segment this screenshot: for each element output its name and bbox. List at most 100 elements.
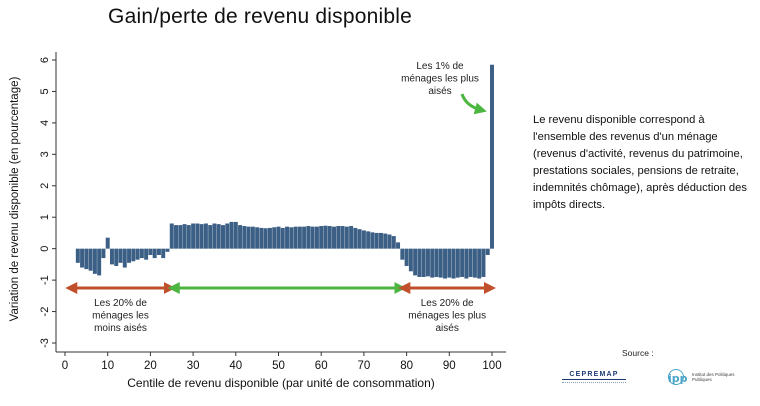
bar-98: [481, 248, 486, 277]
y-tick-label: 1: [39, 214, 51, 220]
x-tick-label: 0: [62, 360, 68, 372]
bar-94: [464, 248, 469, 279]
y-axis-label: Variation de revenu disponible (en pourc…: [9, 77, 21, 322]
x-tick-label: 100: [482, 360, 501, 372]
bar-43: [246, 226, 251, 249]
bar-30: [191, 223, 196, 249]
bar-10: [105, 237, 110, 249]
y-tick-label: 6: [39, 57, 51, 63]
bar-67: [349, 226, 354, 249]
x-tick-label: 60: [315, 360, 328, 372]
y-tick-label: 0: [39, 246, 51, 252]
bar-50: [276, 226, 281, 249]
bar-18: [139, 248, 144, 259]
bar-11: [109, 248, 114, 265]
bar-28: [182, 224, 187, 249]
bar-8: [97, 248, 102, 276]
bar-72: [370, 232, 375, 249]
bar-33: [203, 223, 208, 249]
bar-93: [460, 248, 465, 277]
bar-14: [122, 248, 127, 268]
bar-79: [400, 248, 405, 260]
bar-69: [357, 229, 362, 249]
bar-68: [353, 227, 358, 249]
bar-27: [178, 225, 183, 249]
bar-97: [477, 248, 482, 279]
bar-15: [127, 248, 132, 263]
bar-51: [280, 227, 285, 249]
x-tick-label: 10: [101, 360, 114, 372]
bar-37: [221, 225, 225, 249]
y-tick-label: 5: [39, 88, 51, 94]
x-axis-label: Centile de revenu disponible (par unité …: [127, 376, 435, 390]
bar-26: [174, 225, 179, 249]
y-tick-label: -1: [39, 275, 51, 285]
bar-63: [332, 226, 336, 249]
bar-3: [75, 248, 80, 263]
bar-83: [417, 248, 422, 277]
range-label-2: Les 20% de ménages les plus aisés: [408, 298, 486, 334]
bar-42: [242, 226, 247, 249]
bar-99: [485, 248, 490, 255]
bar-9: [101, 248, 106, 259]
bar-53: [289, 227, 294, 249]
source-label: Source :: [622, 348, 654, 358]
bar-41: [238, 225, 243, 249]
ipp-logo-name: ipp: [668, 372, 688, 385]
x-tick-label: 90: [443, 360, 456, 372]
x-tick-label: 80: [400, 360, 413, 372]
bar-54: [293, 226, 298, 249]
bar-95: [468, 248, 473, 277]
bar-39: [229, 221, 234, 249]
bar-65: [340, 226, 345, 249]
bar-4: [80, 248, 85, 268]
bar-77: [391, 236, 396, 249]
bar-73: [374, 232, 379, 249]
bar-47: [263, 228, 268, 249]
bar-70: [361, 230, 366, 249]
annotations-group: Les 20% de ménages les moins aisés Les 20% …: [65, 61, 496, 334]
bar-5: [84, 248, 89, 270]
bar-64: [336, 226, 341, 249]
y-tick-label: 3: [39, 151, 51, 157]
y-tick-label: 4: [39, 120, 51, 126]
y-tick-label: -3: [39, 338, 51, 348]
bar-91: [451, 248, 456, 279]
cepremap-logo-rule: [562, 382, 626, 385]
bar-74: [379, 232, 383, 249]
bars-group: [75, 64, 494, 279]
y-tick-label: 2: [39, 183, 51, 189]
axes-group: [55, 52, 506, 353]
bar-66: [344, 226, 349, 249]
bar-20: [148, 248, 153, 255]
bar-44: [250, 226, 255, 249]
bar-16: [131, 248, 136, 262]
bar-75: [383, 233, 388, 249]
cepremap-logo: CEPREMAP: [562, 371, 626, 385]
x-ticks-group: 0 10 20 30 40 50 60 70 80 90 100: [62, 352, 502, 372]
bar-29: [186, 225, 191, 249]
bar-13: [118, 248, 123, 263]
bar-59: [314, 226, 319, 249]
bar-12: [114, 248, 119, 266]
bar-25: [169, 223, 174, 249]
bar-40: [233, 221, 238, 249]
y-ticks-group: -3 -2 -1 0 1 2 3 4 5 6: [39, 57, 56, 348]
bar-78: [396, 242, 401, 249]
bar-35: [212, 223, 217, 249]
bar-60: [319, 226, 324, 249]
bar-19: [144, 248, 149, 260]
bar-22: [156, 248, 161, 255]
bar-61: [323, 225, 328, 249]
bar-88: [438, 248, 443, 278]
bar-34: [208, 225, 213, 249]
bar-81: [408, 248, 413, 272]
bar-chart: -3 -2 -1 0 1 2 3 4 5 6 0 10 20 30 40 50 60 70 80 90 100 Var…: [9, 52, 506, 390]
bar-58: [310, 226, 315, 249]
bar-87: [434, 248, 439, 277]
bar-32: [199, 224, 204, 249]
bar-96: [472, 248, 477, 278]
bar-82: [413, 248, 418, 276]
bar-85: [425, 248, 430, 277]
source-block: Source : CEPREMAP ipp Institut des Polit…: [560, 348, 750, 398]
